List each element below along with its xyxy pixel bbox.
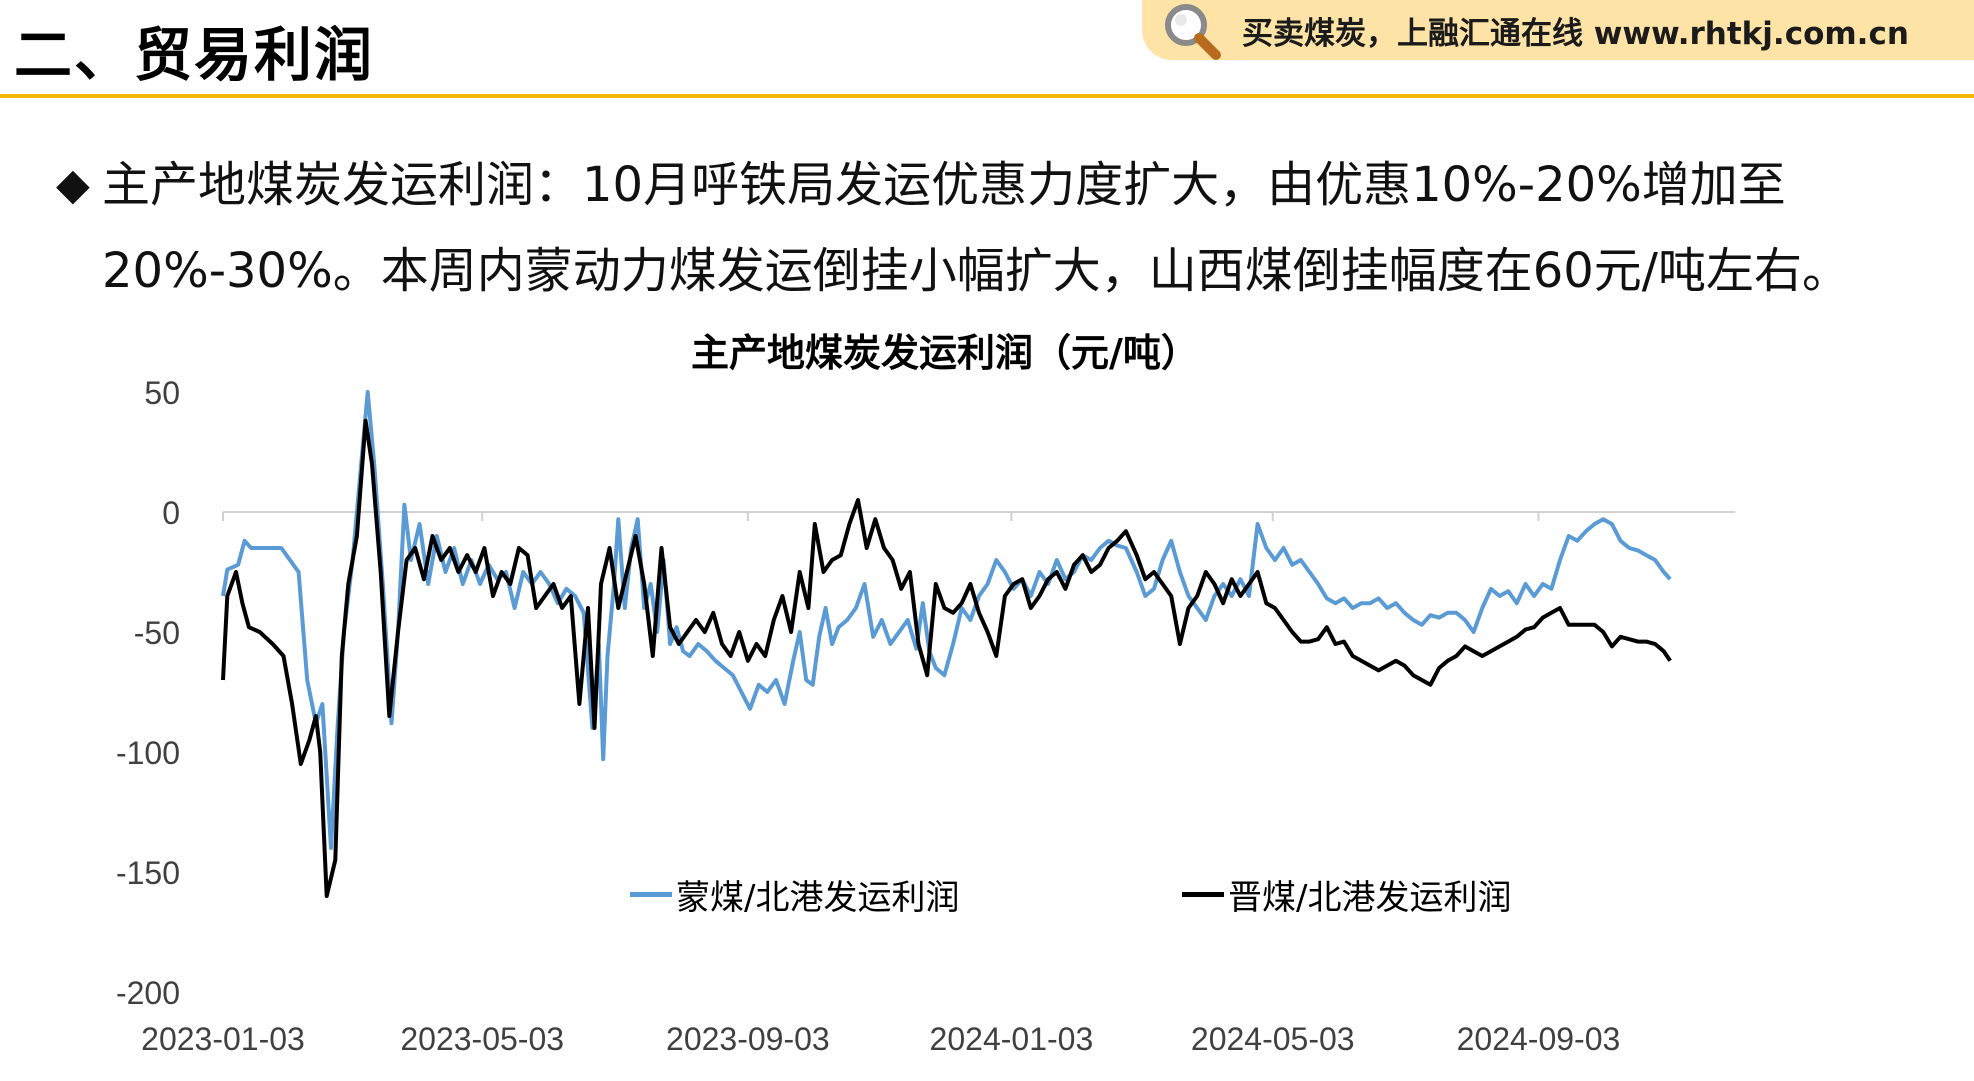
legend-swatch-mengmei <box>630 892 672 897</box>
chart-title: 主产地煤炭发运利润（元/吨） <box>691 331 1199 375</box>
y-tick-label: -50 <box>134 615 180 651</box>
header-rule <box>0 94 1974 98</box>
x-tick-label: 2024-05-03 <box>1191 1021 1355 1057</box>
y-tick-label: 0 <box>162 495 180 531</box>
y-tick-label: -200 <box>116 975 180 1011</box>
summary-paragraph: ◆ 主产地煤炭发运利润：10月呼铁局发运优惠力度扩大，由优惠10%-20%增加至… <box>56 142 1956 314</box>
x-tick-label: 2023-01-03 <box>141 1021 305 1057</box>
x-tick-label: 2023-09-03 <box>666 1021 830 1057</box>
website-banner[interactable]: 买卖煤炭，上融汇通在线 www.rhtkj.com.cn <box>1142 0 1974 60</box>
magnifier-icon <box>1158 0 1228 68</box>
y-tick-label: -100 <box>116 735 180 771</box>
x-tick-label: 2024-09-03 <box>1457 1021 1621 1057</box>
mengmei-series-line <box>221 390 1672 850</box>
series-lines <box>221 390 1672 898</box>
x-tick-label: 2023-05-03 <box>400 1021 564 1057</box>
jinmei-series-line <box>221 418 1672 898</box>
summary-text: 主产地煤炭发运利润：10月呼铁局发运优惠力度扩大，由优惠10%-20%增加至20… <box>102 157 1850 299</box>
legend-item-mengmei: 蒙煤/北港发运利润 <box>630 870 959 919</box>
legend-swatch-jinmei <box>1182 892 1224 897</box>
banner-text: 买卖煤炭，上融汇通在线 www.rhtkj.com.cn <box>1242 16 1909 52</box>
section-title: 二、贸易利润 <box>14 21 375 89</box>
legend-label-mengmei: 蒙煤/北港发运利润 <box>676 878 960 918</box>
y-tick-label: -150 <box>116 855 180 891</box>
y-axis: 50 0 -50 -100 -150 -200 <box>116 375 180 1011</box>
legend-label-jinmei: 晋煤/北港发运利润 <box>1228 878 1512 918</box>
x-axis: 2023-01-03 2023-05-03 2023-09-03 2024-01-03… <box>141 512 1620 1057</box>
legend-item-jinmei: 晋煤/北港发运利润 <box>1182 870 1511 919</box>
diamond-bullet-icon: ◆ <box>56 159 90 210</box>
y-tick-label: 50 <box>144 375 180 411</box>
x-tick-label: 2024-01-03 <box>930 1021 1094 1057</box>
